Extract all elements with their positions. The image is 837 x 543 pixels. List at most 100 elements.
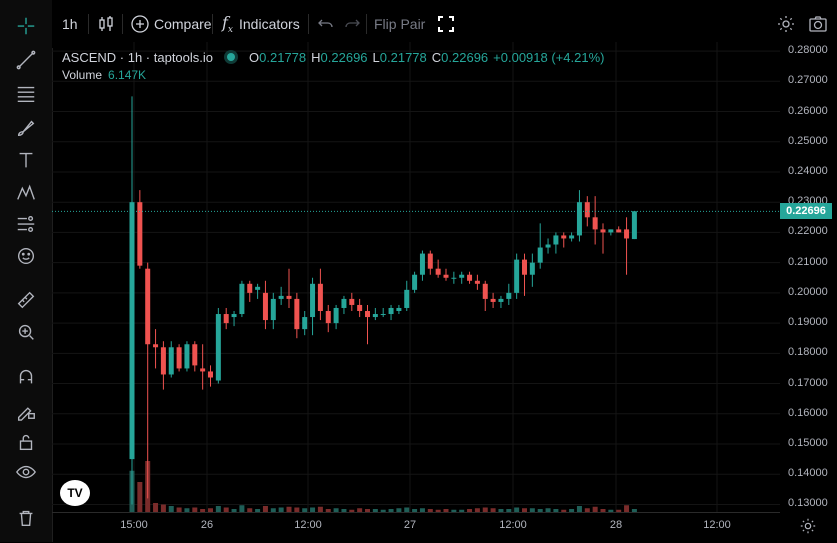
volume-bar <box>388 509 394 512</box>
volume-bar <box>380 509 386 512</box>
candle-body <box>537 247 543 263</box>
volume-bar <box>592 506 598 512</box>
candle-body <box>608 229 614 233</box>
candle-body <box>325 311 331 324</box>
crosshair-icon[interactable] <box>14 14 38 38</box>
candle-body <box>341 298 347 308</box>
indicators-button[interactable]: fx Indicators <box>222 12 300 36</box>
volume-bar <box>435 509 441 512</box>
price-axis[interactable]: 0.28000 0.27000 0.26000 0.25000 0.24000 0.230… <box>780 42 837 512</box>
trend-line-icon[interactable] <box>14 48 38 72</box>
volume-bar <box>160 504 166 512</box>
interval-button[interactable]: 1h <box>62 16 78 32</box>
volume-bar <box>184 508 190 512</box>
compare-button[interactable]: Compare <box>130 12 212 36</box>
price-tick-label: 0.15000 <box>788 436 828 449</box>
candle-body <box>545 244 551 248</box>
prediction-icon[interactable] <box>14 212 38 236</box>
lock-icon[interactable] <box>14 430 38 454</box>
tradingview-logo[interactable]: TV <box>60 480 90 506</box>
volume-bar <box>631 509 637 512</box>
volume-bar <box>608 509 614 512</box>
lock-drawing-icon[interactable] <box>14 398 38 422</box>
divider <box>122 14 123 34</box>
time-tick-label: 28 <box>609 519 623 531</box>
time-tick-label: 27 <box>403 519 417 531</box>
candle-body <box>522 259 527 275</box>
time-axis[interactable]: 15:00 26 12:00 27 12:00 28 12:00 <box>52 512 780 543</box>
time-tick-label: 12:00 <box>499 519 527 531</box>
candle-body <box>372 314 378 318</box>
candles-icon[interactable] <box>96 12 116 36</box>
magnet-icon[interactable] <box>14 364 38 388</box>
close-value: 0.22696 <box>441 49 489 65</box>
plus-circle-icon <box>131 15 149 33</box>
axis-settings-icon[interactable] <box>799 517 817 535</box>
volume-bar <box>412 509 418 512</box>
candle-body <box>137 202 143 266</box>
volume-bar <box>498 509 504 512</box>
volume-bar <box>372 509 378 512</box>
volume-bar <box>576 506 582 512</box>
volume-bar <box>506 509 512 512</box>
text-icon[interactable] <box>14 148 38 172</box>
price-chart[interactable] <box>52 42 780 512</box>
volume-bar <box>616 509 622 512</box>
candle-body <box>631 211 637 240</box>
volume-bar <box>208 508 213 512</box>
candle-body <box>286 295 292 299</box>
volume-bar <box>286 506 292 512</box>
volume-bar <box>365 509 370 512</box>
price-tick-label: 0.20000 <box>788 285 828 298</box>
candle-body <box>184 344 190 369</box>
volume-bar <box>325 509 331 512</box>
brush-icon[interactable] <box>14 116 38 140</box>
candle-body <box>467 274 473 281</box>
market-status-dot <box>227 53 236 61</box>
pattern-icon[interactable] <box>14 180 38 204</box>
eye-icon[interactable] <box>14 460 38 484</box>
fullscreen-icon[interactable] <box>436 12 456 36</box>
zoom-in-icon[interactable] <box>14 320 38 344</box>
candle-body <box>498 298 504 302</box>
smiley-icon[interactable] <box>14 244 38 268</box>
candle-body <box>584 202 590 218</box>
undo-icon[interactable] <box>316 12 336 36</box>
candle-body <box>129 202 135 460</box>
open-value: 0.21778 <box>259 49 307 65</box>
volume-bar <box>553 509 559 512</box>
volume-bar <box>545 508 551 512</box>
candle-body <box>435 268 441 275</box>
price-tick-label: 0.16000 <box>788 406 828 419</box>
candle-body <box>255 286 261 290</box>
time-tick-label: 12:00 <box>294 519 322 531</box>
volume-bar <box>302 508 308 512</box>
candle-body <box>365 311 370 318</box>
divider <box>212 14 213 34</box>
symbol-title[interactable]: ASCEND · 1h · taptools.io <box>62 49 214 65</box>
candle-body <box>624 229 630 239</box>
high-label: H <box>311 49 321 65</box>
volume-bar <box>239 505 245 512</box>
candle-body <box>600 229 606 233</box>
candle-body <box>231 314 237 318</box>
fib-retracement-icon[interactable] <box>14 82 38 106</box>
volume-bar <box>514 507 520 512</box>
settings-gear-icon[interactable] <box>776 12 796 36</box>
volume-bar <box>333 508 339 512</box>
volume-bar <box>600 509 606 512</box>
time-tick-label: 15:00 <box>120 519 148 531</box>
candle-body <box>592 217 598 230</box>
trash-icon[interactable] <box>14 506 38 530</box>
candle-body <box>459 274 465 278</box>
ruler-icon[interactable] <box>14 288 38 312</box>
volume-bar <box>490 508 496 512</box>
volume-bar <box>443 509 449 512</box>
flip-pair-button[interactable]: Flip Pair <box>374 16 426 32</box>
volume-bar <box>561 509 567 512</box>
camera-icon[interactable] <box>808 12 828 36</box>
volume-bar <box>317 506 323 512</box>
top-toolbar: 1h Compare fx Indicators Flip Pair <box>52 0 837 48</box>
redo-icon[interactable] <box>342 12 362 36</box>
candle-body <box>514 259 520 293</box>
